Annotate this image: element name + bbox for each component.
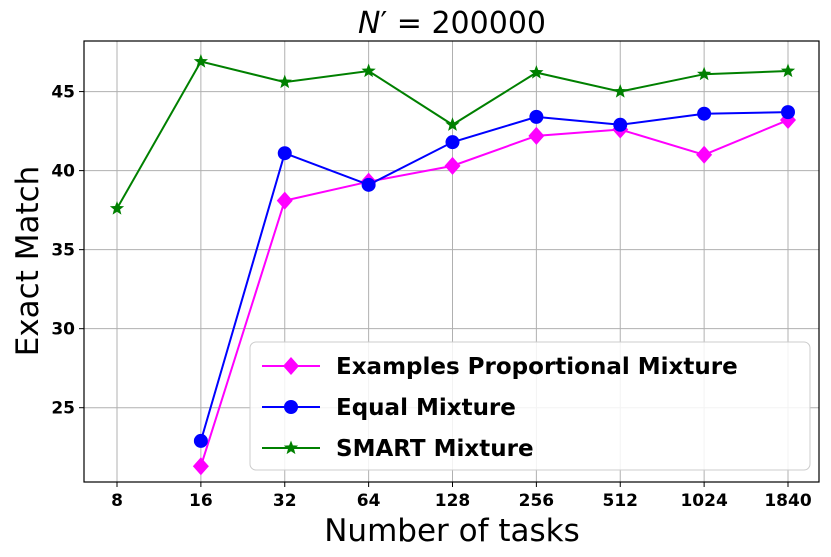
legend-marker: [283, 357, 299, 375]
legend: Examples Proportional Mixture Equal Mixtu…: [249, 341, 811, 471]
data-point: [696, 145, 713, 164]
data-point: [529, 65, 544, 79]
data-point: [613, 117, 628, 132]
x-tick-label: 256: [519, 491, 555, 511]
data-point: [277, 74, 292, 89]
data-point: [780, 63, 796, 78]
series-line: [199, 119, 789, 467]
data-point: [193, 54, 209, 68]
data-point: [276, 191, 293, 210]
data-point: [277, 146, 292, 161]
data-point: [444, 156, 461, 175]
legend-item: Equal Mixture: [262, 395, 516, 421]
y-tick-label: 30: [51, 320, 75, 340]
legend-label: Equal Mixture: [336, 395, 516, 421]
series-3: [109, 54, 796, 215]
data-point: [696, 66, 712, 81]
data-point: [109, 201, 125, 215]
data-point: [697, 106, 712, 121]
legend-item: SMART Mixture: [262, 436, 534, 462]
series-2: [193, 105, 795, 448]
legend-item: Examples Proportional Mixture: [262, 354, 738, 380]
x-tick-label: 1024: [680, 491, 727, 511]
x-tick-label: 512: [603, 491, 639, 511]
data-point: [361, 63, 376, 78]
y-tick-label: 25: [51, 399, 75, 419]
data-point: [613, 84, 628, 98]
chart-title-prime: ′: [380, 6, 387, 41]
y-tick-label: 40: [51, 162, 75, 182]
chart-title-var: N: [358, 6, 380, 41]
x-axis-title: Number of tasks: [324, 513, 580, 549]
series-layer: [109, 54, 796, 476]
x-tick-label: 128: [435, 491, 471, 511]
legend-marker: [283, 440, 299, 455]
data-point: [361, 177, 376, 192]
tick-layer: 8 16 32 64 128 256 512 1024 1840 25 30 35 40 45: [51, 83, 811, 511]
data-point: [445, 117, 460, 131]
data-point: [193, 433, 208, 448]
chart-title: N′ = 200000: [358, 6, 546, 41]
data-point: [445, 135, 460, 150]
x-tick-label: 16: [189, 491, 213, 511]
data-point: [529, 109, 544, 124]
legend-box: [249, 341, 811, 471]
data-point: [192, 457, 209, 476]
x-tick-label: 1840: [764, 491, 811, 511]
data-point: [528, 126, 545, 145]
x-tick-label: 64: [357, 491, 381, 511]
y-tick-label: 35: [51, 241, 75, 261]
legend-label: Examples Proportional Mixture: [336, 354, 738, 380]
data-point: [781, 105, 795, 120]
legend-label: SMART Mixture: [336, 436, 534, 462]
series-line: [199, 111, 789, 442]
x-tick-label: 8: [111, 491, 123, 511]
chart-title-eq: = 200000: [387, 6, 546, 41]
y-tick-label: 45: [51, 83, 75, 103]
legend-marker: [284, 400, 298, 414]
y-axis-title: Exact Match: [10, 166, 46, 357]
plot-frame: [83, 40, 820, 483]
x-tick-label: 32: [273, 491, 297, 511]
